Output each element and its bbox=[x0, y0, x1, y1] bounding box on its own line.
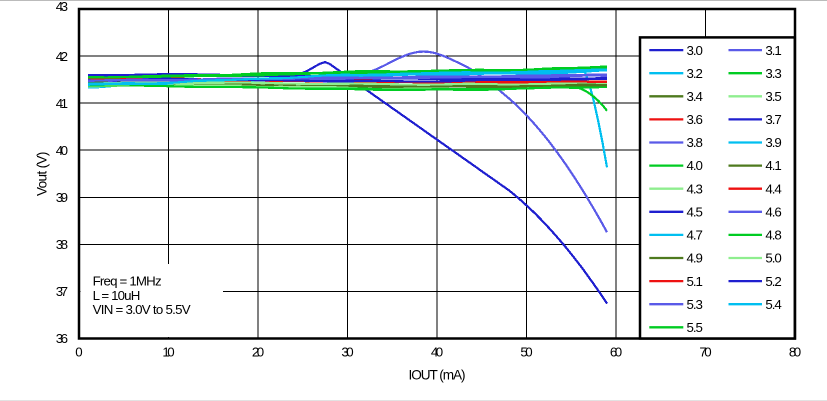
svg-text:3.5: 3.5 bbox=[765, 89, 781, 104]
svg-text:5.1: 5.1 bbox=[687, 274, 703, 289]
svg-text:3.7: 3.7 bbox=[765, 112, 781, 127]
svg-text:36: 36 bbox=[56, 331, 68, 346]
svg-text:L = 10uH: L = 10uH bbox=[93, 288, 141, 303]
svg-text:3.0: 3.0 bbox=[687, 43, 703, 58]
svg-text:3.1: 3.1 bbox=[765, 43, 781, 58]
svg-text:43: 43 bbox=[56, 0, 68, 14]
svg-text:42: 42 bbox=[56, 49, 68, 64]
svg-text:10: 10 bbox=[162, 345, 174, 360]
svg-text:5.4: 5.4 bbox=[765, 297, 781, 312]
svg-text:5.0: 5.0 bbox=[765, 251, 781, 266]
svg-text:50: 50 bbox=[520, 345, 532, 360]
svg-text:60: 60 bbox=[610, 345, 622, 360]
svg-text:37: 37 bbox=[56, 284, 68, 299]
svg-text:38: 38 bbox=[56, 237, 68, 252]
svg-text:3.3: 3.3 bbox=[765, 66, 781, 81]
svg-text:3.9: 3.9 bbox=[765, 135, 781, 150]
svg-text:40: 40 bbox=[431, 345, 443, 360]
svg-text:30: 30 bbox=[341, 345, 353, 360]
svg-text:Vout (V): Vout (V) bbox=[35, 152, 50, 197]
svg-text:4.9: 4.9 bbox=[687, 251, 703, 266]
svg-text:3.4: 3.4 bbox=[687, 89, 703, 104]
svg-text:VIN = 3.0V to 5.5V: VIN = 3.0V to 5.5V bbox=[93, 302, 191, 317]
svg-text:0: 0 bbox=[75, 345, 82, 360]
svg-text:70: 70 bbox=[699, 345, 711, 360]
svg-text:5.3: 5.3 bbox=[687, 297, 703, 312]
svg-text:5.2: 5.2 bbox=[765, 274, 781, 289]
svg-text:41: 41 bbox=[56, 96, 68, 111]
svg-text:20: 20 bbox=[252, 345, 264, 360]
svg-text:Freq = 1MHz: Freq = 1MHz bbox=[93, 274, 162, 289]
svg-text:3.2: 3.2 bbox=[687, 66, 703, 81]
svg-text:4.6: 4.6 bbox=[765, 205, 781, 220]
svg-text:4.4: 4.4 bbox=[765, 181, 781, 196]
svg-text:80: 80 bbox=[789, 345, 801, 360]
svg-text:IOUT (mA): IOUT (mA) bbox=[409, 368, 466, 383]
svg-text:39: 39 bbox=[56, 190, 68, 205]
svg-text:4.1: 4.1 bbox=[765, 158, 781, 173]
svg-text:3.8: 3.8 bbox=[687, 135, 703, 150]
svg-text:4.5: 4.5 bbox=[687, 205, 703, 220]
svg-text:4.8: 4.8 bbox=[765, 228, 781, 243]
svg-text:4.0: 4.0 bbox=[687, 158, 703, 173]
svg-text:4.7: 4.7 bbox=[687, 228, 703, 243]
svg-text:40: 40 bbox=[56, 143, 68, 158]
svg-text:3.6: 3.6 bbox=[687, 112, 703, 127]
svg-text:5.5: 5.5 bbox=[687, 320, 703, 335]
svg-text:4.3: 4.3 bbox=[687, 181, 703, 196]
